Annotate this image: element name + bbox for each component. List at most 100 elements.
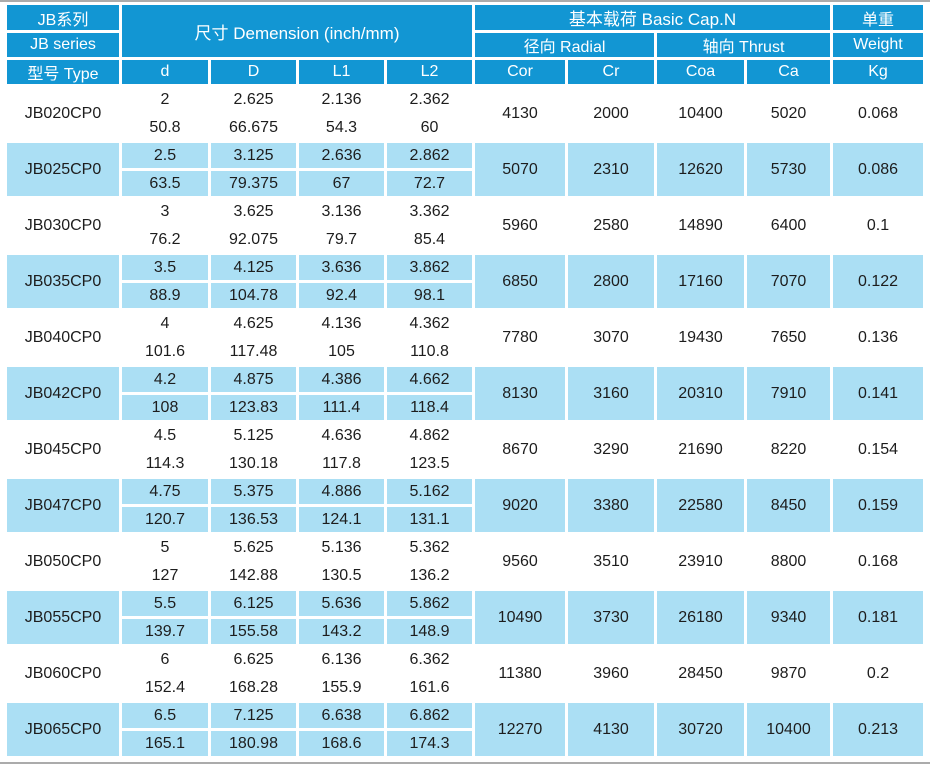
- dim-inch-cell-L1: 2.136: [299, 87, 384, 112]
- dim-inch-cell-L1: 2.636: [299, 143, 384, 168]
- table-row-mm: 76.2 92.075 79.7 85.4: [7, 227, 923, 252]
- dim-mm-cell-d: 50.8: [122, 115, 208, 140]
- table-row-inch: JB042CP0 4.2 4.875 4.386 4.662 8130 3160 20310 7…: [7, 367, 923, 420]
- dim-inch-cell-L1: 3.136: [299, 199, 384, 224]
- header-col-Cor: Cor: [475, 60, 565, 84]
- weight-cell: 0.068: [833, 87, 923, 140]
- header-dimension: 尺寸 Demension (inch/mm): [122, 5, 472, 57]
- dim-inch-cell-D: 5.625: [211, 535, 296, 560]
- dim-mm-cell-d: 88.9: [122, 283, 208, 308]
- dim-mm-cell-d: 120.7: [122, 507, 208, 532]
- load-cell-Ca: 8800: [747, 535, 830, 588]
- load-cell-Cr: 4130: [568, 703, 654, 756]
- dim-inch-cell-L2: 5.362: [387, 535, 472, 560]
- model-cell: JB055CP0: [7, 591, 119, 644]
- dim-mm-cell-L2: 123.5: [387, 451, 472, 476]
- header-col-D: D: [211, 60, 296, 84]
- header-col-d: d: [122, 60, 208, 84]
- header-basic-cap: 基本载荷 Basic Cap.N: [475, 5, 830, 30]
- dim-mm-cell-L1: 79.7: [299, 227, 384, 252]
- dim-mm-cell-L2: 110.8: [387, 339, 472, 364]
- dim-inch-cell-d: 5: [122, 535, 208, 560]
- table-row-mm: 120.7 136.53 124.1 131.1: [7, 507, 923, 532]
- dim-mm-cell-D: 79.375: [211, 171, 296, 196]
- dim-inch-cell-d: 4: [122, 311, 208, 336]
- dim-inch-cell-L1: 6.638: [299, 703, 384, 728]
- load-cell-Coa: 12620: [657, 143, 744, 196]
- table-row-inch: JB055CP0 5.5 6.125 5.636 5.862 10490 3730 26180…: [7, 591, 923, 644]
- table-row-inch: JB065CP0 6.5 7.125 6.638 6.862 12270 4130 30720…: [7, 703, 923, 756]
- load-cell-Cor: 5070: [475, 143, 565, 196]
- model-cell: JB050CP0: [7, 535, 119, 588]
- dim-inch-cell-L1: 4.136: [299, 311, 384, 336]
- bearing-spec-table: JB系列 尺寸 Demension (inch/mm) 基本载荷 Basic C…: [4, 2, 926, 759]
- load-cell-Coa: 10400: [657, 87, 744, 140]
- dim-mm-cell-D: 66.675: [211, 115, 296, 140]
- weight-cell: 0.141: [833, 367, 923, 420]
- dim-mm-cell-d: 165.1: [122, 731, 208, 756]
- table-row-inch: JB025CP0 2.5 3.125 2.636 2.862 5070 2310 12620 5…: [7, 143, 923, 196]
- header-col-L2: L2: [387, 60, 472, 84]
- dim-mm-cell-L2: 118.4: [387, 395, 472, 420]
- dim-mm-cell-L2: 174.3: [387, 731, 472, 756]
- header-col-Ca: Ca: [747, 60, 830, 84]
- header-jb-series-cn: JB系列: [7, 5, 119, 30]
- load-cell-Coa: 28450: [657, 647, 744, 700]
- weight-cell: 0.122: [833, 255, 923, 308]
- dim-mm-cell-L2: 72.7: [387, 171, 472, 196]
- load-cell-Ca: 10400: [747, 703, 830, 756]
- dim-mm-cell-d: 63.5: [122, 171, 208, 196]
- weight-cell: 0.159: [833, 479, 923, 532]
- model-cell: JB025CP0: [7, 143, 119, 196]
- dim-inch-cell-L1: 4.386: [299, 367, 384, 392]
- table-row-mm: 101.6 117.48 105 110.8: [7, 339, 923, 364]
- load-cell-Cr: 3510: [568, 535, 654, 588]
- load-cell-Coa: 17160: [657, 255, 744, 308]
- load-cell-Cr: 3730: [568, 591, 654, 644]
- load-cell-Coa: 14890: [657, 199, 744, 252]
- table-row-mm: 139.7 155.58 143.2 148.9: [7, 619, 923, 644]
- dim-mm-cell-d: 76.2: [122, 227, 208, 252]
- load-cell-Cr: 2580: [568, 199, 654, 252]
- model-cell: JB047CP0: [7, 479, 119, 532]
- dim-inch-cell-d: 2: [122, 87, 208, 112]
- load-cell-Cor: 4130: [475, 87, 565, 140]
- dim-mm-cell-L1: 67: [299, 171, 384, 196]
- model-cell: JB045CP0: [7, 423, 119, 476]
- dim-inch-cell-L2: 5.162: [387, 479, 472, 504]
- load-cell-Coa: 23910: [657, 535, 744, 588]
- dim-mm-cell-D: 104.78: [211, 283, 296, 308]
- table-row-mm: 50.8 66.675 54.3 60: [7, 115, 923, 140]
- model-cell: JB030CP0: [7, 199, 119, 252]
- load-cell-Cor: 9560: [475, 535, 565, 588]
- dim-mm-cell-L1: 92.4: [299, 283, 384, 308]
- weight-cell: 0.086: [833, 143, 923, 196]
- dim-mm-cell-d: 101.6: [122, 339, 208, 364]
- dim-mm-cell-L1: 168.6: [299, 731, 384, 756]
- dim-mm-cell-d: 139.7: [122, 619, 208, 644]
- dim-inch-cell-D: 4.625: [211, 311, 296, 336]
- dim-inch-cell-L2: 2.362: [387, 87, 472, 112]
- load-cell-Ca: 7650: [747, 311, 830, 364]
- dim-inch-cell-L2: 5.862: [387, 591, 472, 616]
- dim-mm-cell-d: 108: [122, 395, 208, 420]
- dim-mm-cell-L2: 85.4: [387, 227, 472, 252]
- load-cell-Cr: 2310: [568, 143, 654, 196]
- table-row-mm: 127 142.88 130.5 136.2: [7, 563, 923, 588]
- dim-mm-cell-L1: 143.2: [299, 619, 384, 644]
- dim-mm-cell-D: 136.53: [211, 507, 296, 532]
- weight-cell: 0.1: [833, 199, 923, 252]
- dim-inch-cell-d: 3: [122, 199, 208, 224]
- header-col-Coa: Coa: [657, 60, 744, 84]
- dim-inch-cell-d: 6.5: [122, 703, 208, 728]
- weight-cell: 0.136: [833, 311, 923, 364]
- load-cell-Coa: 22580: [657, 479, 744, 532]
- dim-inch-cell-D: 6.625: [211, 647, 296, 672]
- dim-inch-cell-L2: 2.862: [387, 143, 472, 168]
- table-row-mm: 88.9 104.78 92.4 98.1: [7, 283, 923, 308]
- dim-inch-cell-L1: 4.886: [299, 479, 384, 504]
- table-row-inch: JB045CP0 4.5 5.125 4.636 4.862 8670 3290 21690 8…: [7, 423, 923, 476]
- load-cell-Ca: 6400: [747, 199, 830, 252]
- load-cell-Cr: 3380: [568, 479, 654, 532]
